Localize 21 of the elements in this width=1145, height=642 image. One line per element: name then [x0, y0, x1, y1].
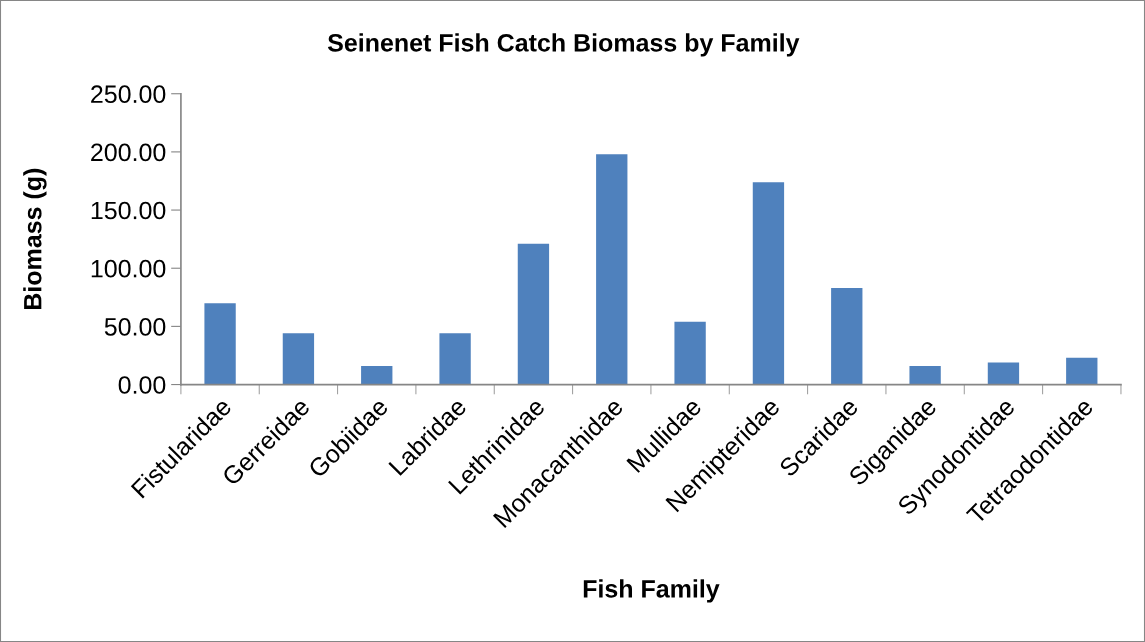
bar	[596, 154, 628, 385]
bar	[674, 321, 706, 385]
y-tick-label: 150.00	[91, 201, 166, 220]
chart-title: Seinenet Fish Catch Biomass by Family	[327, 33, 800, 57]
bar	[987, 362, 1020, 385]
bar	[831, 288, 863, 385]
bar	[439, 333, 471, 385]
x-axis-title: Fish Family	[583, 579, 720, 603]
bar	[909, 365, 941, 385]
bar	[282, 333, 315, 385]
y-axis-title: Biomass (g)	[23, 168, 47, 310]
y-tick-label: 0.00	[118, 376, 166, 394]
y-tick-label: 250.00	[91, 85, 166, 104]
bar	[752, 182, 785, 385]
y-tick-label: 200.00	[91, 143, 166, 162]
y-tick-label: 50.00	[104, 317, 166, 336]
bar	[517, 243, 550, 385]
bar	[361, 365, 393, 385]
bar	[204, 303, 236, 385]
bar	[1066, 357, 1098, 385]
y-tick-label: 100.00	[91, 259, 166, 278]
